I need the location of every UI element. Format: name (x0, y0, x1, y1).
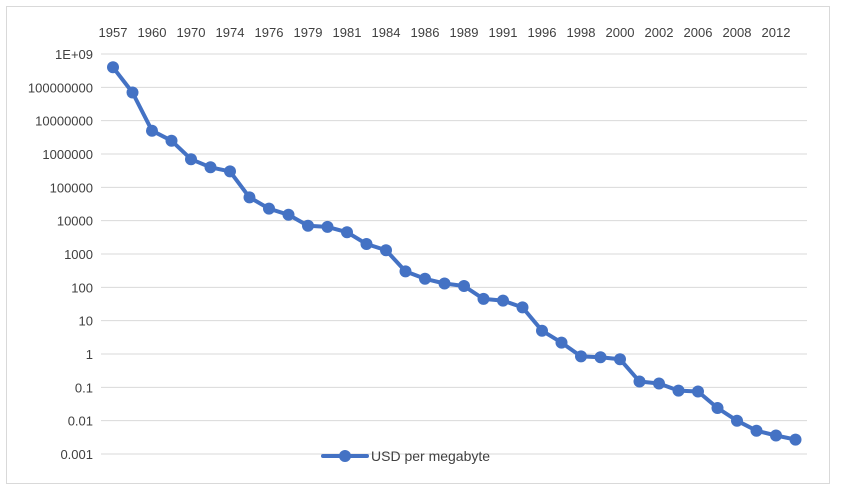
data-point (282, 208, 295, 221)
y-tick-label: 1000 (64, 247, 93, 262)
x-tick-label: 1991 (489, 25, 518, 40)
data-point (399, 265, 412, 278)
data-point (672, 384, 685, 397)
data-point (360, 238, 373, 250)
y-tick-label: 1E+09 (55, 47, 93, 62)
y-tick-label: 100 (71, 280, 93, 295)
data-point (614, 353, 626, 366)
data-point (555, 336, 568, 349)
legend: USD per megabyte (321, 448, 490, 464)
data-point (204, 161, 217, 174)
x-tick-label: 2012 (762, 25, 791, 40)
x-tick-label: 1998 (567, 25, 596, 40)
x-tick-label: 1979 (294, 25, 323, 40)
data-point (302, 219, 314, 232)
data-point (731, 414, 743, 427)
x-tick-label: 1970 (177, 25, 206, 40)
data-point (711, 402, 724, 414)
y-tick-label: 10000 (57, 214, 93, 229)
legend-marker (339, 450, 351, 462)
y-tick-label: 100000 (50, 180, 93, 195)
series-line (111, 65, 798, 442)
data-point (419, 272, 431, 285)
data-point (107, 61, 119, 74)
y-tick-label: 0.001 (60, 447, 93, 462)
data-point (692, 385, 704, 398)
data-point (126, 86, 139, 99)
data-point (146, 124, 158, 137)
x-tick-label: 1957 (99, 25, 128, 40)
data-point (224, 165, 236, 178)
x-tick-label: 2008 (723, 25, 752, 40)
y-tick-label: 1 (86, 347, 93, 362)
y-axis-ticks: 1E+0910000000010000000100000010000010000… (28, 47, 93, 462)
data-point (789, 433, 802, 446)
data-point (438, 277, 451, 290)
data-point (263, 202, 275, 215)
x-tick-label: 2006 (684, 25, 713, 40)
y-tick-label: 10 (79, 314, 93, 329)
legend-label: USD per megabyte (371, 448, 490, 464)
series-usd-per-megabyte (107, 61, 802, 446)
x-tick-label: 1981 (333, 25, 362, 40)
data-point (770, 429, 782, 442)
data-point (750, 424, 763, 437)
x-tick-label: 2002 (645, 25, 674, 40)
y-tick-label: 10000000 (35, 114, 93, 129)
x-tick-label: 1989 (450, 25, 479, 40)
x-tick-label: 1986 (411, 25, 440, 40)
y-tick-label: 0.1 (75, 380, 93, 395)
data-point (536, 324, 548, 337)
data-point (575, 350, 587, 363)
x-tick-label: 1960 (138, 25, 167, 40)
data-point (497, 294, 509, 307)
data-point (633, 375, 646, 388)
x-tick-label: 1984 (372, 25, 401, 40)
gridlines (101, 53, 807, 455)
data-point (477, 292, 490, 305)
data-point (185, 153, 197, 166)
data-point (458, 280, 470, 292)
data-point (321, 220, 334, 233)
x-tick-label: 1974 (216, 25, 245, 40)
y-tick-label: 0.01 (68, 414, 93, 429)
y-tick-label: 100000000 (28, 80, 93, 95)
x-tick-label: 2000 (606, 25, 635, 40)
data-point (341, 226, 353, 239)
y-tick-label: 1000000 (42, 147, 93, 162)
data-point (243, 191, 256, 204)
data-point (165, 134, 178, 147)
data-point (653, 377, 665, 390)
data-point (516, 301, 529, 314)
data-point (380, 244, 392, 257)
x-axis-ticks: 1957 1960 1970 1974 1976 1979 1981 1984 1986 1989… (99, 25, 791, 40)
x-tick-label: 1996 (528, 25, 557, 40)
chart-frame: 1E+09 100000000 10000000 1000000 100000 10000… (6, 6, 830, 484)
x-tick-label: 1976 (255, 25, 284, 40)
line-chart: 1E+0910000000010000000100000010000010000… (28, 25, 807, 464)
data-point (594, 351, 607, 364)
